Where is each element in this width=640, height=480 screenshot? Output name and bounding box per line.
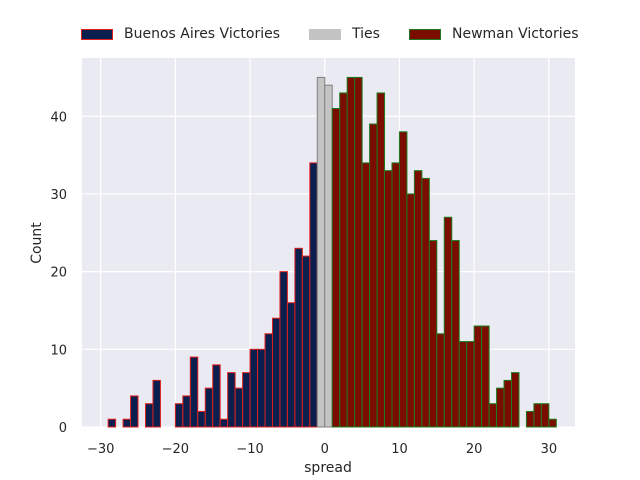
bar-newman-victories: [428, 240, 438, 428]
bar-newman-victories: [354, 76, 363, 428]
bar-buenos-aires-victories: [271, 317, 281, 428]
bar-newman-victories: [496, 387, 505, 428]
bar-buenos-aires-victories: [301, 255, 311, 428]
bar-buenos-aires-victories: [197, 410, 206, 428]
bar-buenos-aires-victories: [264, 333, 273, 428]
bars: [107, 76, 557, 428]
bar-buenos-aires-victories: [294, 247, 303, 428]
bar-buenos-aires-victories: [309, 162, 318, 428]
y-tick-labels: 0 10 20 30 40: [50, 110, 67, 436]
x-tick-label: 0: [321, 442, 329, 457]
bar-newman-victories: [473, 325, 483, 428]
bar-newman-victories: [540, 403, 550, 428]
legend-item-newman: Newman Victories: [409, 26, 579, 42]
y-tick-label: 40: [50, 110, 67, 125]
x-tick-labels: −30 −20 −10 0 10 20 30: [87, 442, 557, 457]
bar-newman-victories: [413, 170, 423, 428]
bar-newman-victories: [346, 76, 356, 428]
x-tick-label: −10: [236, 442, 263, 457]
bar-newman-victories: [384, 170, 393, 428]
y-tick-label: 0: [59, 421, 67, 436]
bar-buenos-aires-victories: [107, 418, 117, 428]
legend-swatch-buenos-aires: [81, 28, 113, 40]
bar-newman-victories: [391, 162, 400, 428]
legend-item-ties: Ties: [309, 26, 380, 42]
legend-swatch-newman: [409, 28, 441, 40]
bar-newman-victories: [406, 193, 415, 428]
bar-ties: [324, 84, 333, 428]
legend-label: Buenos Aires Victories: [124, 26, 281, 42]
bar-buenos-aires-victories: [257, 348, 266, 428]
bar-newman-victories: [458, 341, 468, 428]
bar-newman-victories: [451, 240, 460, 428]
bar-newman-victories: [398, 131, 408, 428]
bar-newman-victories: [481, 325, 490, 428]
legend: Buenos Aires Victories Ties Newman Victo…: [0, 26, 640, 46]
bar-buenos-aires-victories: [234, 387, 244, 428]
bar-newman-victories: [331, 107, 341, 428]
bar-newman-victories: [421, 177, 430, 428]
bar-newman-victories: [548, 418, 557, 428]
bar-newman-victories: [511, 372, 520, 428]
bar-buenos-aires-victories: [130, 395, 139, 428]
legend-label: Newman Victories: [452, 26, 579, 42]
bar-buenos-aires-victories: [144, 403, 154, 428]
bar-buenos-aires-victories: [174, 403, 184, 428]
y-tick-label: 20: [50, 266, 67, 281]
bar-buenos-aires-victories: [122, 418, 132, 428]
bar-newman-victories: [339, 92, 348, 428]
legend-label: Ties: [352, 26, 380, 42]
y-axis-label: Count: [29, 222, 45, 264]
legend-item-buenos-aires: Buenos Aires Victories: [81, 26, 280, 42]
bar-buenos-aires-victories: [182, 395, 191, 428]
legend-swatch-ties: [309, 28, 341, 40]
bar-newman-victories: [533, 403, 542, 428]
bar-newman-victories: [361, 162, 371, 428]
bar-buenos-aires-victories: [279, 271, 288, 428]
bar-ties: [316, 76, 326, 428]
bar-buenos-aires-victories: [227, 372, 236, 428]
bar-newman-victories: [443, 216, 453, 428]
bar-newman-victories: [488, 403, 498, 428]
x-tick-label: 10: [391, 442, 408, 457]
bar-buenos-aires-victories: [152, 379, 161, 428]
bar-newman-victories: [503, 379, 513, 428]
bar-newman-victories: [436, 333, 445, 428]
x-tick-label: 20: [466, 442, 483, 457]
bar-buenos-aires-victories: [219, 418, 229, 428]
bar-buenos-aires-victories: [242, 372, 251, 428]
y-tick-label: 30: [50, 188, 67, 203]
bar-newman-victories: [466, 341, 475, 428]
x-axis-label: spread: [304, 460, 352, 476]
bar-newman-victories: [376, 92, 386, 428]
bar-newman-victories: [525, 410, 535, 428]
x-tick-label: −20: [162, 442, 189, 457]
y-tick-label: 10: [50, 343, 67, 358]
bar-buenos-aires-victories: [286, 302, 296, 428]
x-tick-label: −30: [87, 442, 114, 457]
bar-buenos-aires-victories: [212, 364, 221, 428]
bar-buenos-aires-victories: [189, 356, 199, 428]
x-tick-label: 30: [541, 442, 558, 457]
bar-newman-victories: [369, 123, 378, 428]
bar-buenos-aires-victories: [249, 348, 259, 428]
bar-buenos-aires-victories: [204, 387, 214, 428]
